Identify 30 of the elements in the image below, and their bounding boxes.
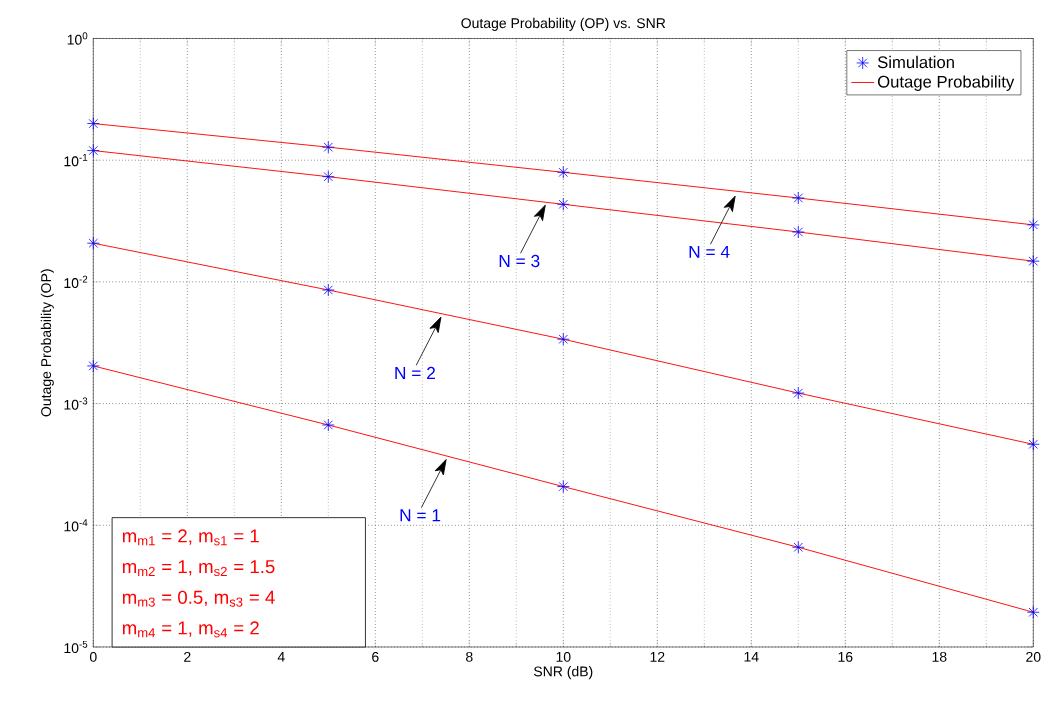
- y-tick-label: 10$^{-1}$: [64, 154, 88, 167]
- annotation: N = 3: [499, 254, 540, 268]
- annotation: N = 4: [689, 245, 730, 258]
- y-axis-title: Outage Probability (OP): [40, 269, 54, 417]
- x-tick-label: 2: [184, 651, 191, 662]
- y-tick-label: 10$^{-3}$: [64, 397, 88, 410]
- annotation: m$_{m3}$ = 0.5, m$_{s3}$ = 4: [122, 590, 275, 607]
- x-axis-title: SNR (dB): [533, 666, 593, 680]
- x-tick-label: 20: [1026, 651, 1041, 662]
- annotation: m$_{m4}$ = 1, m$_{s4}$ = 2: [122, 621, 259, 638]
- x-tick-label: 4: [277, 651, 285, 662]
- annotation: N = 1: [400, 509, 441, 522]
- legend-label: Simulation: [877, 55, 954, 69]
- x-tick-label: 16: [838, 651, 853, 662]
- x-tick-label: 18: [932, 651, 947, 662]
- x-tick-label: 8: [466, 651, 473, 662]
- legend-label: Outage Probability: [877, 75, 1015, 91]
- y-tick-label: 10$^{0}$: [67, 32, 88, 45]
- annotation: m$_{m2}$ = 1, m$_{s2}$ = 1.5: [122, 560, 275, 577]
- x-tick-label: 6: [372, 651, 379, 662]
- x-tick-label: 14: [744, 651, 759, 662]
- annotation: m$_{m1}$ = 2, m$_{s1}$ = 1: [122, 529, 259, 546]
- annotation: N = 2: [395, 366, 435, 379]
- x-tick-label: 0: [89, 651, 97, 662]
- chart-title: Outage Probability (OP) vs. SNR: [461, 17, 666, 31]
- y-tick-label: 10$^{-5}$: [64, 640, 88, 654]
- x-tick-label: 10: [556, 651, 571, 662]
- y-tick-label: 10$^{-4}$: [64, 519, 88, 532]
- x-tick-label: 12: [650, 651, 665, 662]
- y-tick-label: 10$^{-2}$: [64, 275, 88, 289]
